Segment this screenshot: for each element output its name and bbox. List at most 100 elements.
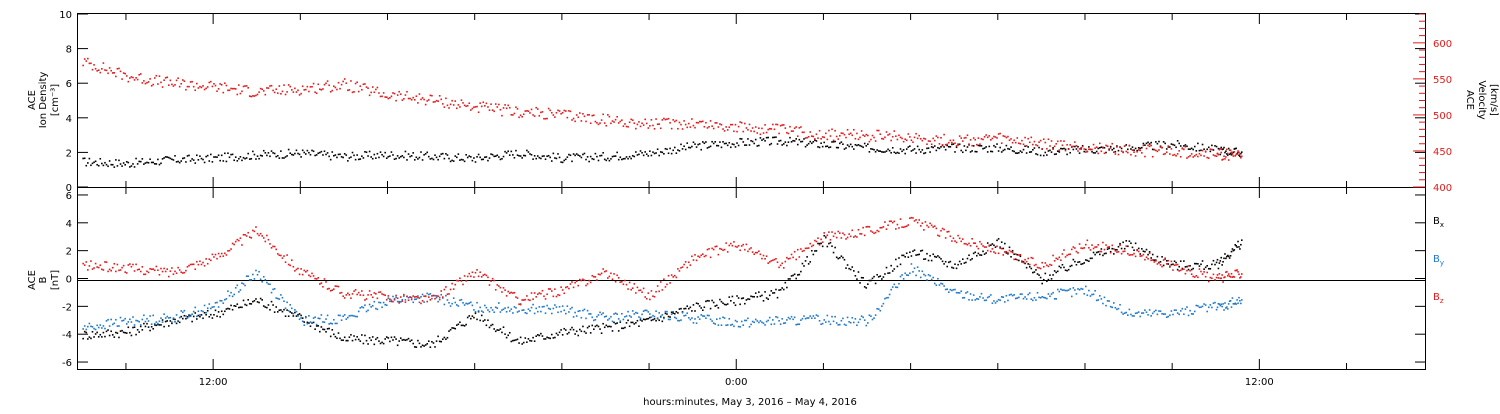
data-point-ion-density xyxy=(333,154,335,157)
data-point-by xyxy=(253,278,256,280)
data-point-by xyxy=(572,316,575,318)
data-point-velocity xyxy=(141,82,144,84)
data-point-ion-density xyxy=(1198,149,1201,152)
data-point-by xyxy=(272,288,274,291)
data-point-by xyxy=(177,319,179,322)
data-point-velocity xyxy=(842,132,844,135)
data-point-bx xyxy=(695,302,698,305)
data-point-ion-density xyxy=(220,154,223,157)
data-point-bx xyxy=(938,256,941,259)
data-point-ion-density xyxy=(891,147,894,149)
data-point-bx xyxy=(132,326,134,329)
data-point-by xyxy=(613,313,615,315)
data-point-bx xyxy=(269,308,271,311)
y-tick-label: 2 xyxy=(66,247,72,258)
data-point-ion-density xyxy=(1011,150,1014,152)
data-point-by xyxy=(817,315,819,317)
data-point-by xyxy=(390,299,393,301)
data-point-bz xyxy=(1021,260,1023,262)
data-point-by xyxy=(1239,299,1241,302)
data-point-velocity xyxy=(905,139,908,142)
data-point-bx xyxy=(639,319,642,321)
data-point-ion-density xyxy=(1193,145,1196,148)
data-point-bz xyxy=(1047,265,1050,268)
data-points xyxy=(82,57,1243,348)
data-point-by xyxy=(857,321,860,324)
data-point-bx xyxy=(870,279,872,282)
data-point-velocity xyxy=(681,128,684,130)
data-point-by xyxy=(521,309,523,312)
data-point-bx xyxy=(1240,243,1242,246)
data-point-ion-density xyxy=(308,151,310,154)
data-point-ion-density xyxy=(160,162,162,165)
data-point-ion-density xyxy=(510,150,513,153)
data-point-ion-density xyxy=(1220,146,1223,149)
data-point-bx xyxy=(751,295,754,298)
data-point-ion-density xyxy=(1066,153,1068,156)
data-point-bx xyxy=(726,303,729,305)
data-point-bz xyxy=(1137,250,1140,253)
data-point-velocity xyxy=(460,99,463,102)
data-point-bx xyxy=(946,265,949,268)
data-point-ion-density xyxy=(353,154,355,157)
data-point-bz xyxy=(633,283,636,285)
data-point-velocity xyxy=(949,139,952,142)
data-point-by xyxy=(248,279,251,281)
data-point-ion-density xyxy=(438,155,441,158)
data-point-ion-density xyxy=(278,157,281,159)
data-point-velocity xyxy=(1184,146,1187,148)
data-point-bx xyxy=(993,244,995,247)
data-point-by xyxy=(843,323,846,326)
data-point-bx xyxy=(339,337,341,340)
data-point-bz xyxy=(1036,266,1039,269)
data-point-bz xyxy=(424,295,427,297)
data-point-bz xyxy=(1067,253,1070,256)
data-point-bx xyxy=(1142,250,1145,253)
data-point-ion-density xyxy=(435,156,438,159)
data-point-bx xyxy=(424,344,427,346)
data-point-ion-density xyxy=(652,151,654,153)
data-point-ion-density xyxy=(856,144,858,147)
data-point-ion-density xyxy=(396,155,399,157)
data-point-by xyxy=(533,312,536,315)
data-point-bz xyxy=(149,267,151,270)
data-point-bx xyxy=(991,243,994,245)
data-point-velocity xyxy=(477,111,480,114)
data-point-by xyxy=(460,298,463,301)
data-point-bz xyxy=(356,293,358,296)
data-point-bz xyxy=(916,221,919,224)
data-point-bx xyxy=(157,323,159,326)
data-point-bz xyxy=(756,251,759,254)
data-point-velocity xyxy=(1198,152,1201,155)
data-point-bz xyxy=(1214,279,1216,281)
data-point-bx xyxy=(396,344,399,347)
data-point-bz xyxy=(248,236,251,238)
data-point-velocity xyxy=(831,128,833,131)
data-point-velocity xyxy=(336,88,338,91)
data-point-bx xyxy=(197,314,200,317)
data-point-bx xyxy=(874,282,877,285)
data-point-bz xyxy=(893,220,896,223)
data-point-bz xyxy=(804,247,807,250)
data-point-bx xyxy=(969,259,972,261)
data-point-bz xyxy=(479,271,481,274)
data-point-ion-density xyxy=(512,154,514,156)
data-point-bz xyxy=(792,256,794,259)
data-point-bz xyxy=(1156,263,1159,265)
data-point-bx xyxy=(381,341,383,344)
data-point-by xyxy=(814,317,816,319)
data-point-by xyxy=(1155,309,1157,312)
data-point-velocity xyxy=(1084,151,1087,153)
data-point-bx xyxy=(793,273,796,276)
data-point-by xyxy=(955,291,958,294)
data-point-ion-density xyxy=(378,156,380,159)
data-point-ion-density xyxy=(473,157,475,159)
data-point-ion-density xyxy=(703,142,706,145)
data-point-by xyxy=(846,316,849,319)
data-point-bx xyxy=(192,315,195,318)
data-point-bz xyxy=(1239,277,1241,279)
data-point-bz xyxy=(516,297,519,299)
data-point-by xyxy=(753,321,755,324)
data-point-velocity xyxy=(617,122,620,124)
data-point-velocity xyxy=(371,86,374,88)
